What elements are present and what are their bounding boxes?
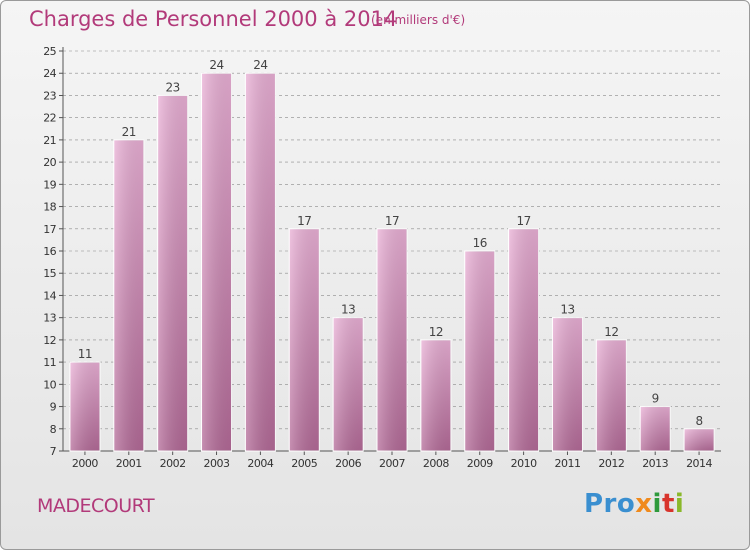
data-label-2009: 16 <box>473 236 487 250</box>
y-tick-label: 9 <box>50 401 57 414</box>
y-tick-label: 25 <box>43 45 56 58</box>
bar-shading <box>464 251 495 451</box>
data-label-2007: 17 <box>385 214 399 228</box>
bar-shading <box>377 228 407 451</box>
x-tick-label-2007: 2007 <box>379 457 405 470</box>
bar-shading <box>245 73 276 451</box>
y-tick-label: 14 <box>43 289 56 302</box>
data-label-2003: 24 <box>209 58 223 72</box>
x-tick-label-2004: 2004 <box>247 457 273 470</box>
bar-shading <box>420 339 451 451</box>
data-label-2011: 13 <box>560 303 574 317</box>
y-tick-label: 19 <box>43 178 56 191</box>
x-tick-label-2012: 2012 <box>598 457 624 470</box>
bar-shading <box>157 95 188 451</box>
data-label-2010: 17 <box>516 214 530 228</box>
x-tick-labels: 2000 2001 2002 2003 2004 2005 2006 2007 2008 2009… <box>72 457 713 470</box>
bar-shading <box>113 139 144 451</box>
x-tick-label-2002: 2002 <box>160 457 186 470</box>
data-label-2012: 12 <box>604 325 618 339</box>
y-tick-label: 18 <box>43 201 56 214</box>
bar-shading <box>552 317 583 451</box>
x-tick-label-2000: 2000 <box>72 457 98 470</box>
data-label-2001: 21 <box>122 125 136 139</box>
x-tick-label-2001: 2001 <box>116 457 142 470</box>
y-tick-label: 17 <box>43 223 56 236</box>
y-tick-label: 7 <box>50 445 57 458</box>
bar-shading <box>201 73 232 451</box>
bar-shading <box>69 362 100 451</box>
x-tick-label-2009: 2009 <box>467 457 493 470</box>
proxiti-logo: Proxiti <box>584 489 685 519</box>
y-tick-label: 11 <box>43 356 56 369</box>
data-label-2004: 24 <box>253 58 267 72</box>
chart-title: Charges de Personnel 2000 à 2014 <box>29 7 398 31</box>
x-tick-label-2005: 2005 <box>291 457 317 470</box>
bar-shading <box>684 428 715 451</box>
data-label-2006: 13 <box>341 303 355 317</box>
bars <box>69 72 715 452</box>
commune-name: MADECOURT <box>37 495 155 517</box>
bar-shading <box>333 317 364 451</box>
y-tick-label: 24 <box>43 67 56 80</box>
x-tick-label-2006: 2006 <box>335 457 361 470</box>
data-labels: 11 21 23 24 24 17 13 17 12 16 17 13 12 9 8 <box>78 58 703 428</box>
y-tick-label: 15 <box>43 267 56 280</box>
bar-shading <box>508 228 539 451</box>
x-tick-label-2013: 2013 <box>642 457 668 470</box>
chart-subtitle: (en milliers d'€) <box>371 13 466 27</box>
y-tick-label: 16 <box>43 245 56 258</box>
data-label-2002: 23 <box>166 80 180 94</box>
y-tick-label: 8 <box>50 423 57 436</box>
y-tick-label: 22 <box>43 112 56 125</box>
y-tick-label: 12 <box>43 334 56 347</box>
y-tick-label: 13 <box>43 312 56 325</box>
data-label-2005: 17 <box>297 214 311 228</box>
x-tick-label-2010: 2010 <box>511 457 537 470</box>
bar-shading <box>596 339 627 451</box>
y-tick-label: 20 <box>43 156 56 169</box>
x-tick-label-2008: 2008 <box>423 457 449 470</box>
data-label-2008: 12 <box>429 325 443 339</box>
data-label-2013: 9 <box>652 392 659 406</box>
x-tick-label-2003: 2003 <box>204 457 230 470</box>
data-label-2014: 8 <box>695 414 702 428</box>
y-tick-labels: 7 8 9 10 11 12 13 14 15 16 17 18 19 20 21 22 23 24 25 <box>43 45 57 458</box>
y-tick-label: 23 <box>43 89 56 102</box>
bar-shading <box>640 406 671 451</box>
y-tick-label: 10 <box>43 378 56 391</box>
data-label-2000: 11 <box>78 347 92 361</box>
y-tick-label: 21 <box>43 134 56 147</box>
x-tick-label-2011: 2011 <box>554 457 580 470</box>
x-tick-label-2014: 2014 <box>686 457 712 470</box>
bar-shading <box>289 228 320 451</box>
